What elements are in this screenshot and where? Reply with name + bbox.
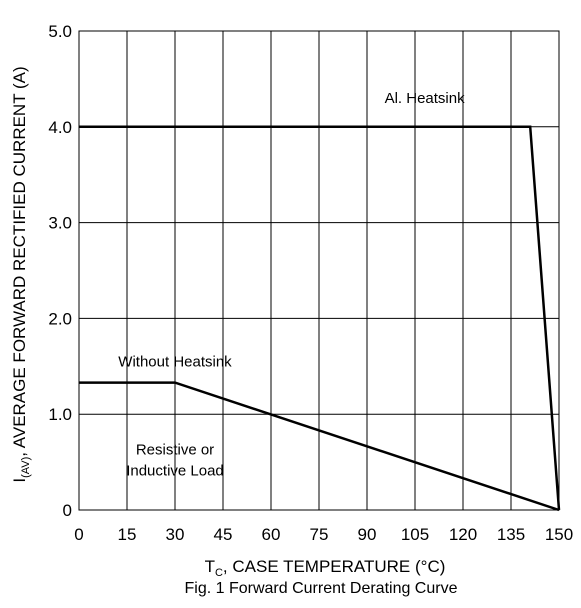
x-tick-label: 0 [74,525,83,544]
y-tick-labels: 0 1.0 2.0 3.0 4.0 5.0 [48,22,72,520]
x-tick-label: 45 [214,525,233,544]
y-tick-label: 3.0 [48,214,72,233]
series-line-2 [79,381,560,512]
x-tick-label: 105 [401,525,429,544]
plot-frame [78,30,560,511]
y-axis-label-rest: , AVERAGE FORWARD RECTIFIED CURRENT (A) [10,66,29,456]
y-tick-label: 2.0 [48,309,72,328]
y-axis-label-main: I [10,478,29,483]
y-axis-label-sub: (AV) [20,457,32,478]
annotation-load-note: Resistive or Inductive Load [126,441,224,479]
annotation-al-heatsink: Al. Heatsink [385,90,466,107]
y-tick-label: 1.0 [48,405,72,424]
series-line-1 [79,125,561,511]
y-tick-label: 5.0 [48,22,72,41]
annotation-layer: Al. Heatsink Without Heatsink Resistive or… [118,90,465,480]
grid-layer [78,30,560,511]
figure-caption: Fig. 1 Forward Current Derating Curve [185,580,458,597]
y-axis-label: I(AV), AVERAGE FORWARD RECTIFIED CURRENT… [10,66,32,482]
x-axis-label-sub: C [215,567,223,579]
annotation-line: Without Heatsink [118,353,232,370]
x-tick-label: 135 [497,525,525,544]
x-tick-labels: 0 15 30 45 60 75 90 105 120 135 150 [74,525,573,544]
y-tick-label: 4.0 [48,118,72,137]
x-axis-label-rest: , CASE TEMPERATURE (°C) [223,557,445,576]
annotation-without-heatsink: Without Heatsink [118,353,232,370]
x-axis-label-main: T [205,557,215,576]
x-tick-label: 90 [358,525,377,544]
annotation-line: Resistive or [136,441,214,458]
x-tick-label: 150 [545,525,573,544]
x-tick-label: 15 [118,525,137,544]
x-tick-label: 60 [262,525,281,544]
x-tick-label: 75 [310,525,329,544]
annotation-line: Inductive Load [126,462,224,479]
x-tick-label: 120 [449,525,477,544]
x-tick-label: 30 [166,525,185,544]
annotation-line: Al. Heatsink [385,90,466,107]
series-layer [79,125,561,512]
x-axis-label: TC, CASE TEMPERATURE (°C) [205,557,446,579]
y-tick-label: 0 [63,501,72,520]
